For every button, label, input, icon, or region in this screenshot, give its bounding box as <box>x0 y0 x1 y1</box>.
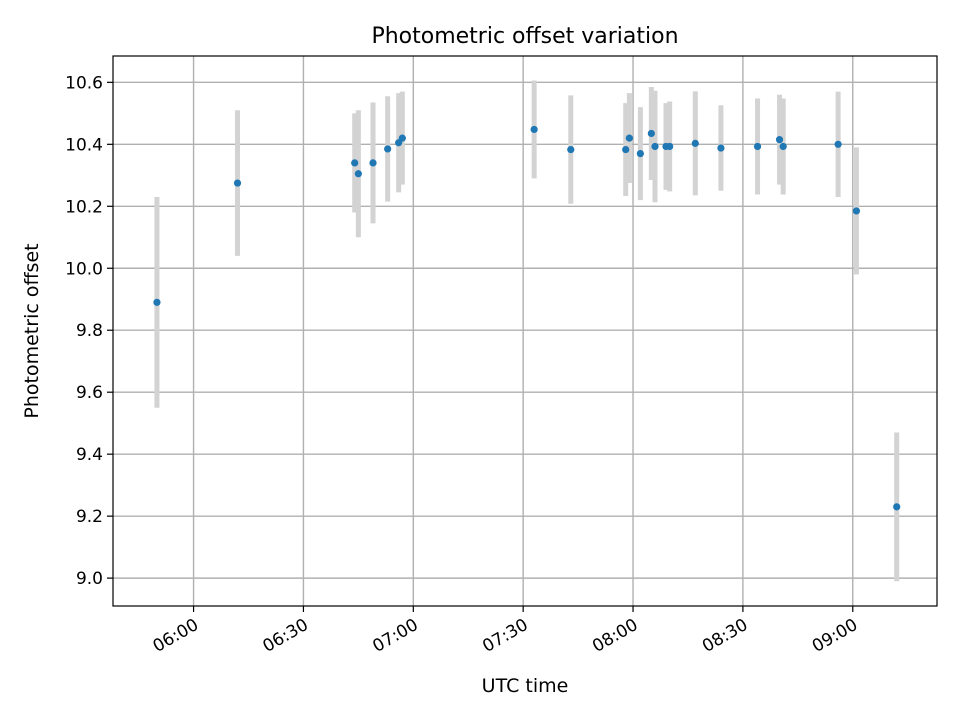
data-point <box>852 207 861 215</box>
data-point <box>369 159 377 167</box>
data-point <box>779 142 787 151</box>
grid <box>113 56 937 606</box>
y-tick-label: 9.8 <box>76 321 103 341</box>
y-tick-label: 10.0 <box>65 259 103 279</box>
y-axis-ticks: 9.0 9.2 9.4 9.6 9.8 10.0 10.2 10.4 10.6 <box>65 73 113 589</box>
plot-frame <box>112 55 938 607</box>
data-point <box>622 145 630 154</box>
y-tick-label: 10.4 <box>65 135 103 155</box>
data-point <box>666 142 674 151</box>
data-point <box>834 140 842 148</box>
data-point <box>233 179 242 187</box>
data-points <box>153 125 901 511</box>
data-point <box>354 170 362 178</box>
y-tick-label: 10.6 <box>65 73 103 93</box>
data-point <box>753 142 762 151</box>
y-tick-label: 9.4 <box>76 445 103 465</box>
data-point <box>530 125 538 134</box>
data-point <box>893 503 901 511</box>
data-point <box>351 159 359 167</box>
data-point <box>775 136 784 144</box>
data-point <box>636 150 644 158</box>
chart-title: Photometric offset variation <box>371 24 678 49</box>
data-point <box>717 144 725 152</box>
data-point <box>153 298 161 306</box>
data-point <box>567 145 575 154</box>
data-point <box>691 139 699 147</box>
data-point <box>625 134 633 142</box>
data-point <box>651 142 659 151</box>
data-point <box>647 129 655 138</box>
y-tick-label: 9.0 <box>76 569 103 589</box>
y-axis-label: Photometric offset <box>21 243 43 418</box>
y-tick-label: 9.6 <box>76 383 103 403</box>
data-point <box>384 145 392 153</box>
y-tick-label: 9.2 <box>76 507 103 527</box>
data-point <box>398 134 406 142</box>
x-axis-label: UTC time <box>482 675 569 697</box>
y-tick-label: 10.2 <box>65 197 103 217</box>
